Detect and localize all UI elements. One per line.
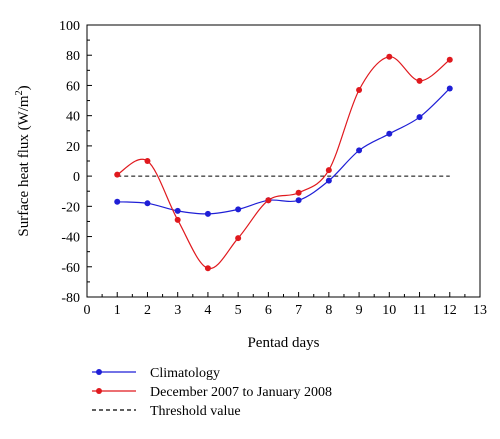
x-tick-label: 3 — [174, 303, 181, 318]
y-tick-label: -20 — [61, 200, 80, 215]
legend-marker — [96, 369, 102, 375]
x-tick-label: 4 — [204, 303, 211, 318]
y-tick-label: 0 — [73, 170, 80, 185]
y-tick-label: -80 — [61, 291, 80, 306]
x-tick-label: 12 — [443, 303, 457, 318]
data-point-series-1 — [356, 147, 363, 154]
data-point-series-2 — [114, 171, 121, 178]
data-point-series-2 — [144, 158, 151, 164]
x-tick-label: 7 — [295, 303, 302, 318]
data-point-series-2 — [416, 77, 423, 84]
y-tick-label: 20 — [66, 140, 80, 155]
data-point-series-2 — [356, 86, 363, 93]
y-tick-label: -60 — [61, 261, 80, 276]
x-tick-label: 1 — [114, 303, 121, 318]
data-point-series-2 — [265, 197, 272, 204]
series-lines — [116, 56, 451, 269]
x-tick-label: 9 — [356, 303, 363, 318]
data-point-series-2 — [295, 189, 302, 196]
data-point-series-2 — [204, 265, 211, 272]
data-point-series-1 — [174, 207, 181, 214]
data-point-series-1 — [295, 197, 302, 204]
data-point-series-1 — [325, 177, 332, 184]
legend-label: December 2007 to January 2008 — [150, 385, 332, 400]
data-point-series-1 — [416, 114, 423, 121]
ticks: 0 1 2 3 4 5 6 7 8 9 10 11 12 13-80-60-40-200204060801… — [59, 19, 487, 318]
data-point-series-2 — [386, 53, 393, 60]
data-point-series-2 — [235, 235, 242, 242]
data-point-series-1 — [204, 210, 211, 217]
y-axis-title-main: Surface heat flux (W/m — [16, 95, 32, 237]
x-tick-label: 8 — [325, 303, 332, 318]
x-tick-label: 2 — [144, 303, 151, 318]
data-point-series-2 — [174, 216, 181, 223]
y-axis-title-sup: 2 — [14, 90, 25, 95]
series-points — [114, 53, 453, 272]
data-point-series-1 — [114, 198, 121, 205]
x-tick-label: 5 — [235, 303, 242, 318]
data-point-series-1 — [386, 130, 393, 137]
y-tick-label: 80 — [66, 49, 80, 64]
legend-label: Climatology — [150, 366, 220, 381]
x-tick-label: 0 — [84, 303, 91, 318]
legend-marker — [96, 388, 102, 394]
data-point-series-1 — [144, 200, 151, 207]
y-axis-title: Surface heat flux (W/m2) — [14, 85, 32, 236]
data-point-series-2 — [446, 56, 453, 63]
y-tick-label: 40 — [66, 110, 80, 125]
x-tick-label: 6 — [265, 303, 272, 318]
x-tick-label: 11 — [413, 303, 426, 318]
data-point-series-1 — [235, 206, 242, 213]
legend: Climatology December 2007 to January 2008… — [92, 366, 332, 419]
x-tick-label: 10 — [382, 303, 396, 318]
data-point-series-1 — [446, 85, 453, 92]
legend-label: Threshold value — [150, 404, 241, 419]
data-point-series-2 — [325, 167, 332, 174]
y-tick-label: 100 — [59, 19, 80, 34]
x-tick-label: 13 — [473, 303, 487, 318]
y-tick-label: -40 — [61, 231, 80, 246]
y-tick-label: 60 — [66, 79, 80, 94]
x-axis-title: Pentad days — [247, 335, 319, 351]
y-axis-title-end: ) — [16, 85, 32, 90]
series-line-2 — [116, 56, 451, 269]
